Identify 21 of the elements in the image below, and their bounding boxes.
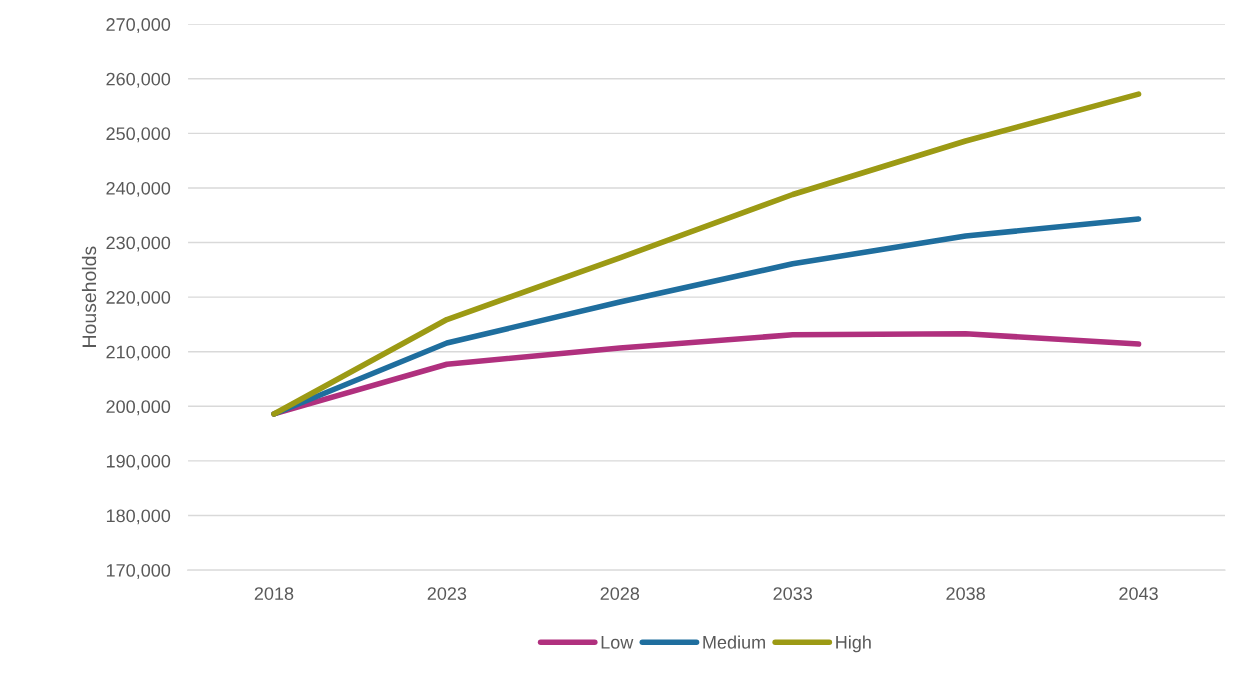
x-tick-label: 2033 [773, 587, 812, 600]
y-tick-label: 170,000 [106, 564, 171, 579]
y-tick-label: 270,000 [106, 18, 171, 34]
x-tick-label: 2023 [427, 587, 467, 600]
y-tick-label: 190,000 [106, 454, 171, 470]
y-tick-label: 260,000 [106, 72, 171, 88]
legend-label: High [836, 635, 871, 653]
y-tick-label: 250,000 [106, 127, 171, 143]
legend-label: Medium [703, 635, 765, 649]
y-tick-label: 210,000 [106, 345, 171, 361]
y-axis-title: Households [81, 246, 97, 347]
x-tick-label: 2038 [946, 587, 985, 600]
legend-label: Low [601, 636, 634, 649]
x-tick-label: 2028 [600, 587, 640, 600]
y-tick-label: 200,000 [106, 400, 171, 416]
y-tick-label: 180,000 [106, 509, 171, 525]
x-tick-label: 2018 [254, 587, 294, 600]
y-tick-label: 220,000 [106, 291, 171, 306]
y-tick-label: 230,000 [106, 236, 171, 252]
y-tick-label: 240,000 [106, 181, 171, 197]
x-tick-label: 2043 [1119, 587, 1158, 600]
